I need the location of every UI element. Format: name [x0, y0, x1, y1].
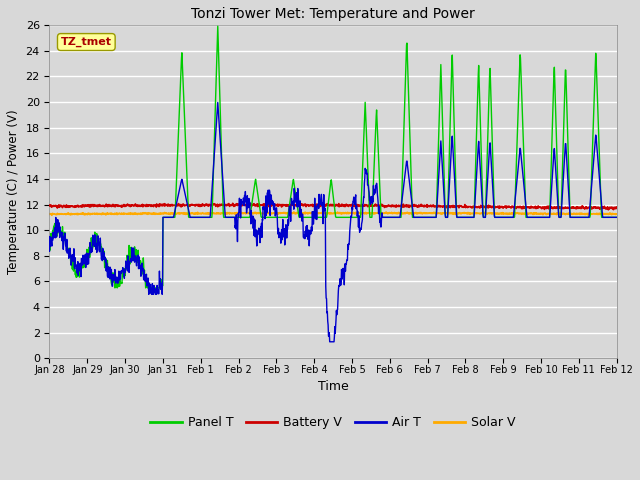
Title: Tonzi Tower Met: Temperature and Power: Tonzi Tower Met: Temperature and Power: [191, 7, 475, 21]
Legend: Panel T, Battery V, Air T, Solar V: Panel T, Battery V, Air T, Solar V: [145, 411, 521, 434]
Y-axis label: Temperature (C) / Power (V): Temperature (C) / Power (V): [7, 109, 20, 274]
Text: TZ_tmet: TZ_tmet: [61, 37, 112, 47]
X-axis label: Time: Time: [317, 380, 348, 393]
